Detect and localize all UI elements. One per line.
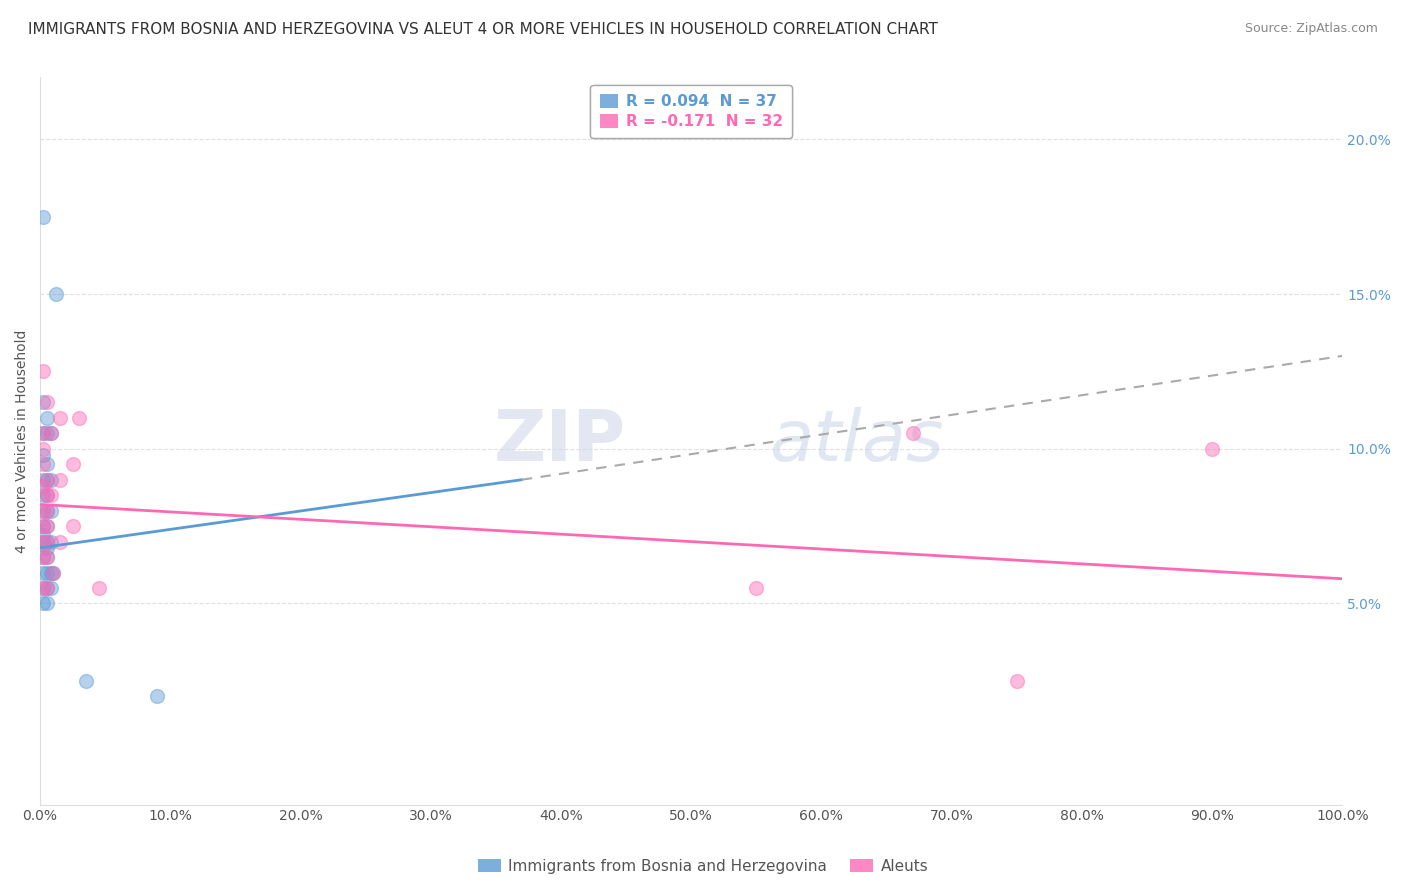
Point bbox=[35, 410, 58, 425]
Point bbox=[35, 519, 58, 533]
Point bbox=[35, 503, 58, 517]
Point bbox=[31, 479, 53, 493]
Legend: R = 0.094  N = 37, R = -0.171  N = 32: R = 0.094 N = 37, R = -0.171 N = 32 bbox=[591, 85, 792, 138]
Point bbox=[35, 581, 58, 595]
Point bbox=[901, 426, 924, 441]
Point bbox=[31, 442, 53, 456]
Point bbox=[35, 534, 58, 549]
Point bbox=[35, 541, 58, 555]
Point bbox=[31, 528, 53, 542]
Point bbox=[31, 503, 53, 517]
Point bbox=[35, 519, 58, 533]
Point bbox=[35, 566, 58, 580]
Point bbox=[745, 581, 768, 595]
Point bbox=[1005, 673, 1028, 688]
Text: ZIP: ZIP bbox=[494, 407, 626, 475]
Point bbox=[31, 457, 53, 471]
Point bbox=[31, 534, 53, 549]
Point bbox=[45, 287, 67, 301]
Text: atlas: atlas bbox=[769, 407, 943, 475]
Point bbox=[31, 550, 53, 565]
Point bbox=[35, 473, 58, 487]
Point bbox=[35, 503, 58, 517]
Point bbox=[31, 210, 53, 224]
Point bbox=[35, 488, 58, 502]
Point bbox=[31, 550, 53, 565]
Point bbox=[62, 519, 84, 533]
Point bbox=[35, 581, 58, 595]
Text: IMMIGRANTS FROM BOSNIA AND HERZEGOVINA VS ALEUT 4 OR MORE VEHICLES IN HOUSEHOLD : IMMIGRANTS FROM BOSNIA AND HERZEGOVINA V… bbox=[28, 22, 938, 37]
Point bbox=[42, 566, 65, 580]
Point bbox=[31, 581, 53, 595]
Point bbox=[35, 426, 58, 441]
Point bbox=[39, 581, 62, 595]
Point bbox=[39, 534, 62, 549]
Point bbox=[39, 426, 62, 441]
Point bbox=[35, 488, 58, 502]
Point bbox=[39, 488, 62, 502]
Point bbox=[48, 410, 70, 425]
Point bbox=[31, 364, 53, 378]
Point bbox=[31, 395, 53, 409]
Point bbox=[31, 503, 53, 517]
Point bbox=[75, 673, 97, 688]
Point bbox=[31, 581, 53, 595]
Point bbox=[31, 597, 53, 611]
Point bbox=[1201, 442, 1223, 456]
Legend: Immigrants from Bosnia and Herzegovina, Aleuts: Immigrants from Bosnia and Herzegovina, … bbox=[471, 853, 935, 880]
Point bbox=[39, 503, 62, 517]
Point bbox=[67, 410, 90, 425]
Point bbox=[31, 448, 53, 462]
Point bbox=[42, 566, 65, 580]
Point bbox=[48, 473, 70, 487]
Point bbox=[35, 395, 58, 409]
Point bbox=[35, 550, 58, 565]
Point bbox=[31, 519, 53, 533]
Point bbox=[35, 534, 58, 549]
Point bbox=[35, 550, 58, 565]
Y-axis label: 4 or more Vehicles in Household: 4 or more Vehicles in Household bbox=[15, 329, 30, 553]
Text: Source: ZipAtlas.com: Source: ZipAtlas.com bbox=[1244, 22, 1378, 36]
Point bbox=[31, 488, 53, 502]
Point bbox=[87, 581, 110, 595]
Point bbox=[35, 457, 58, 471]
Point bbox=[62, 457, 84, 471]
Point bbox=[35, 473, 58, 487]
Point bbox=[146, 690, 169, 704]
Point bbox=[39, 426, 62, 441]
Point bbox=[31, 426, 53, 441]
Point bbox=[48, 534, 70, 549]
Point bbox=[31, 566, 53, 580]
Point bbox=[39, 566, 62, 580]
Point bbox=[35, 597, 58, 611]
Point bbox=[31, 534, 53, 549]
Point bbox=[31, 519, 53, 533]
Point bbox=[39, 473, 62, 487]
Point bbox=[31, 426, 53, 441]
Point bbox=[31, 473, 53, 487]
